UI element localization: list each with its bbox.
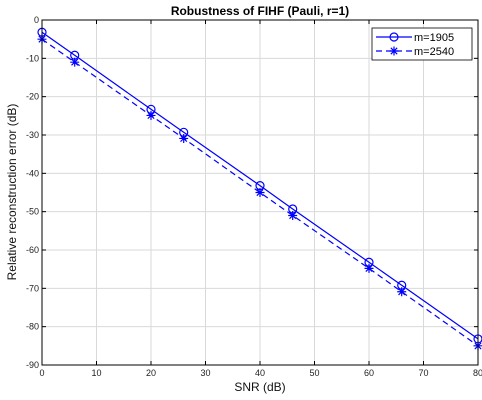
y-tick-label: -50: [26, 207, 39, 217]
y-tick-label: -20: [26, 92, 39, 102]
x-tick-label: 70: [418, 368, 428, 378]
x-tick-label: 30: [200, 368, 210, 378]
series-m=2540: [37, 34, 482, 351]
y-tick-label: -70: [26, 283, 39, 293]
y-tick-label: -60: [26, 245, 39, 255]
series-line: [41, 38, 479, 347]
data-point: [146, 110, 156, 120]
y-tick-label: -80: [26, 322, 39, 332]
x-axis-label: SNR (dB): [234, 380, 285, 394]
x-tick-label: 50: [309, 368, 319, 378]
legend-label: m=2540: [414, 46, 454, 58]
y-tick-label: -30: [26, 130, 39, 140]
data-point: [179, 133, 189, 143]
y-tick-label: 0: [34, 15, 39, 25]
x-tick-label: 10: [91, 368, 101, 378]
grid: [42, 20, 478, 365]
x-tick-label: 60: [364, 368, 374, 378]
data-point: [397, 287, 407, 297]
y-tick-label: -10: [26, 53, 39, 63]
data-point: [364, 263, 374, 273]
x-tick-label: 0: [39, 368, 44, 378]
legend-label: m=1905: [414, 32, 454, 44]
y-axis-label: Relative reconstruction error (dB): [5, 104, 19, 281]
data-point: [255, 188, 265, 197]
y-tick-label: -40: [26, 168, 39, 178]
chart-title: Robustness of FIHF (Pauli, r=1): [171, 4, 349, 18]
x-tick-label: 80: [473, 368, 482, 378]
legend-marker: [389, 32, 399, 42]
legend-box: [371, 27, 473, 61]
x-tick-label: 40: [255, 368, 265, 378]
legend-entry: m=2540: [376, 46, 454, 58]
axis-ticks: 0 10 20 30 40 50 60 70 80 0 -10 -20 -30 -40 -50 -60 -70 -…: [26, 15, 482, 378]
data-point: [70, 57, 80, 67]
y-tick-label: -90: [26, 360, 39, 370]
legend-entry: m=1905: [376, 32, 454, 44]
legend-marker: [389, 46, 399, 56]
legend: m=1905 m=2540: [371, 27, 473, 61]
x-tick-label: 20: [146, 368, 156, 378]
series-line: [41, 31, 479, 340]
data-point: [288, 211, 298, 220]
